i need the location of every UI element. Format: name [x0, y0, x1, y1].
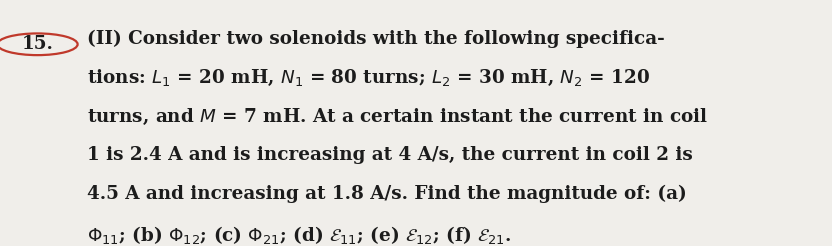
Text: turns, and $M$ = 7 mH. At a certain instant the current in coil: turns, and $M$ = 7 mH. At a certain inst… [87, 107, 709, 127]
Text: $\Phi_{11}$; (b) $\Phi_{12}$; (c) $\Phi_{21}$; (d) $\mathcal{E}_{11}$; (e) $\mat: $\Phi_{11}$; (b) $\Phi_{12}$; (c) $\Phi_… [87, 224, 512, 246]
Text: (II) Consider two solenoids with the following specifica-: (II) Consider two solenoids with the fol… [87, 30, 665, 48]
Text: 4.5 A and increasing at 1.8 A/s. Find the magnitude of: (a): 4.5 A and increasing at 1.8 A/s. Find th… [87, 185, 687, 203]
Text: tions: $L_1$ = 20 mH, $N_1$ = 80 turns; $L_2$ = 30 mH, $N_2$ = 120: tions: $L_1$ = 20 mH, $N_1$ = 80 turns; … [87, 68, 651, 88]
Text: 1 is 2.4 A and is increasing at 4 A/s, the current in coil 2 is: 1 is 2.4 A and is increasing at 4 A/s, t… [87, 146, 693, 164]
Text: 15.: 15. [22, 35, 53, 53]
